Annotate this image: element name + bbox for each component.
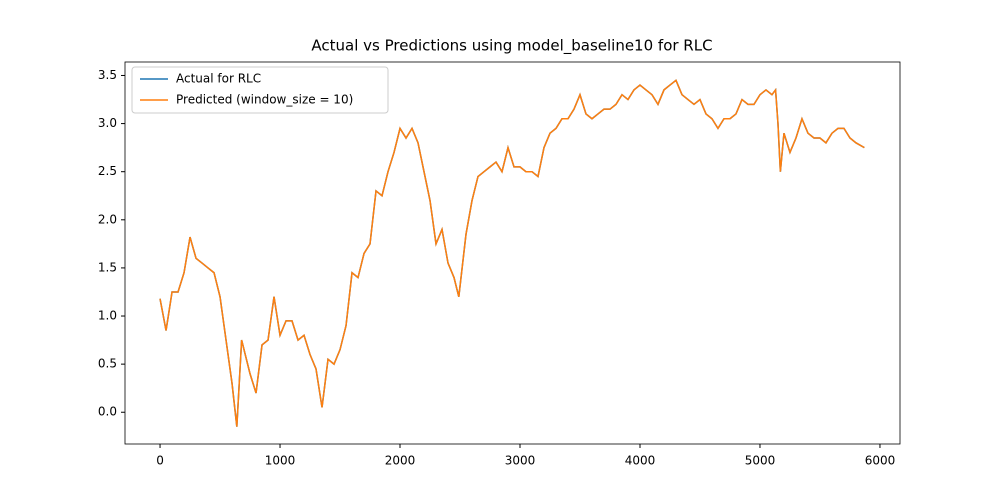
y-tick-label: 3.0: [98, 116, 117, 130]
y-tick-label: 0.5: [98, 357, 117, 371]
y-tick-label: 3.5: [98, 68, 117, 82]
x-tick-label: 6000: [865, 454, 896, 468]
x-tick-label: 1000: [265, 454, 296, 468]
legend-label: Predicted (window_size = 10): [176, 93, 353, 107]
legend-box: [131, 66, 389, 114]
y-tick-label: 1.5: [98, 260, 117, 274]
plot-frame: [124, 61, 901, 445]
y-tick-label: 2.0: [98, 212, 117, 226]
y-tick-label: 0.0: [98, 405, 117, 419]
x-tick-label: 2000: [385, 454, 416, 468]
x-tick-label: 4000: [625, 454, 656, 468]
y-tick-label: 1.0: [98, 309, 117, 323]
x-tick-label: 5000: [745, 454, 776, 468]
chart-title: Actual vs Predictions using model_baseli…: [311, 37, 712, 56]
series-line: [159, 79, 865, 427]
x-tick-label: 0: [156, 454, 164, 468]
y-tick-label: 2.5: [98, 164, 117, 178]
series-line: [159, 79, 865, 427]
legend-label: Actual for RLC: [176, 72, 261, 86]
x-tick-label: 3000: [505, 454, 536, 468]
